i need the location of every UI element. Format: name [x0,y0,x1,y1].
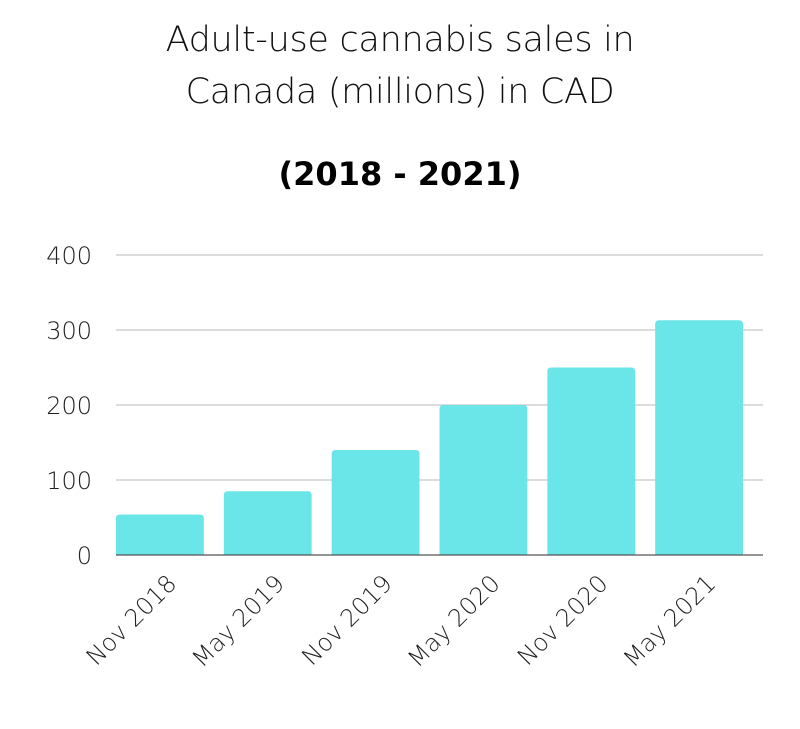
y-tick-label: 100 [46,467,92,495]
chart-title-line-1: Adult-use cannabis sales in [165,20,635,60]
bar-may-2019 [223,491,312,555]
x-tick-label: Nov 2019 [296,569,398,671]
bar-may-2020 [439,405,528,555]
y-tick-label: 200 [46,392,92,420]
y-tick-label: 300 [46,317,92,345]
x-axis-labels: Nov 2018 May 2019 Nov 2019 May 2020 Nov 2020… [81,569,722,672]
chart-title-line-2: Canada (millions) in CAD [185,72,615,112]
bar-nov-2019 [331,450,420,555]
bar-may-2021 [655,320,743,555]
y-tick-label: 0 [77,542,92,570]
x-tick-label: Nov 2020 [512,569,614,671]
bars [116,320,743,555]
x-tick-label: Nov 2018 [81,569,183,671]
x-tick-label: May 2021 [618,569,721,672]
x-tick-label: May 2020 [402,569,505,672]
x-tick-label: May 2019 [187,569,290,672]
chart-subtitle: (2018 - 2021) [278,155,522,193]
y-tick-label: 400 [46,242,92,270]
bar-nov-2020 [547,367,636,555]
y-axis-ticks: 0 100 200 300 400 [46,242,92,570]
chart-title: Adult-use cannabis sales in Canada (mill… [0,14,800,118]
bar-nov-2018 [116,514,204,555]
